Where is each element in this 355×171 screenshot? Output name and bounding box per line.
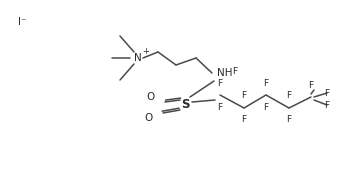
Text: O: O (145, 113, 153, 123)
Text: N: N (134, 53, 142, 63)
Text: O: O (147, 92, 155, 102)
Text: F: F (324, 89, 329, 97)
Text: F: F (286, 115, 291, 124)
Text: S: S (181, 98, 189, 111)
Text: F: F (241, 115, 247, 124)
Text: I⁻: I⁻ (18, 17, 27, 27)
Text: +: + (143, 47, 149, 56)
Text: F: F (286, 91, 291, 101)
Text: F: F (217, 102, 223, 111)
Text: F: F (324, 101, 329, 109)
Text: F: F (232, 67, 237, 76)
Text: F: F (308, 81, 313, 89)
Text: F: F (263, 78, 269, 88)
Text: NH: NH (217, 68, 233, 78)
Text: F: F (263, 102, 269, 111)
Text: F: F (217, 78, 223, 88)
Text: F: F (241, 91, 247, 101)
